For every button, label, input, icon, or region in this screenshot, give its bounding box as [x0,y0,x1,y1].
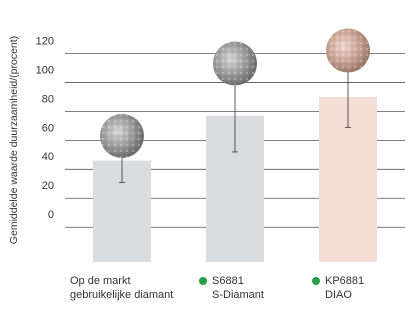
x-tick-label: DIAO [325,289,352,301]
x-tick-label: S6881 [212,275,244,287]
category-dot [199,277,207,285]
y-tick-label: 20 [42,180,54,192]
y-tick-label: 60 [42,122,54,134]
category-dot [312,277,320,285]
y-tick-label: 100 [36,64,54,76]
x-tick-label: KP6881 [325,275,364,287]
y-axis-label: Gemiddelde waarde duurzaamheid/(procent) [8,36,20,244]
diamond-texture [326,29,370,73]
y-tick-label: 120 [36,35,54,47]
y-tick-label: 0 [48,209,54,221]
x-tick-label: gebruikelijke diamant [70,289,173,301]
y-tick-label: 40 [42,151,54,163]
diamond-texture [100,114,144,158]
x-tick-label: S-Diamant [212,289,264,301]
chart: Gemiddelde waarde duurzaamheid/(procent)… [0,0,411,309]
y-tick-label: 80 [42,93,54,105]
diamond-texture [213,42,257,86]
x-tick-label: Op de markt [70,275,131,287]
